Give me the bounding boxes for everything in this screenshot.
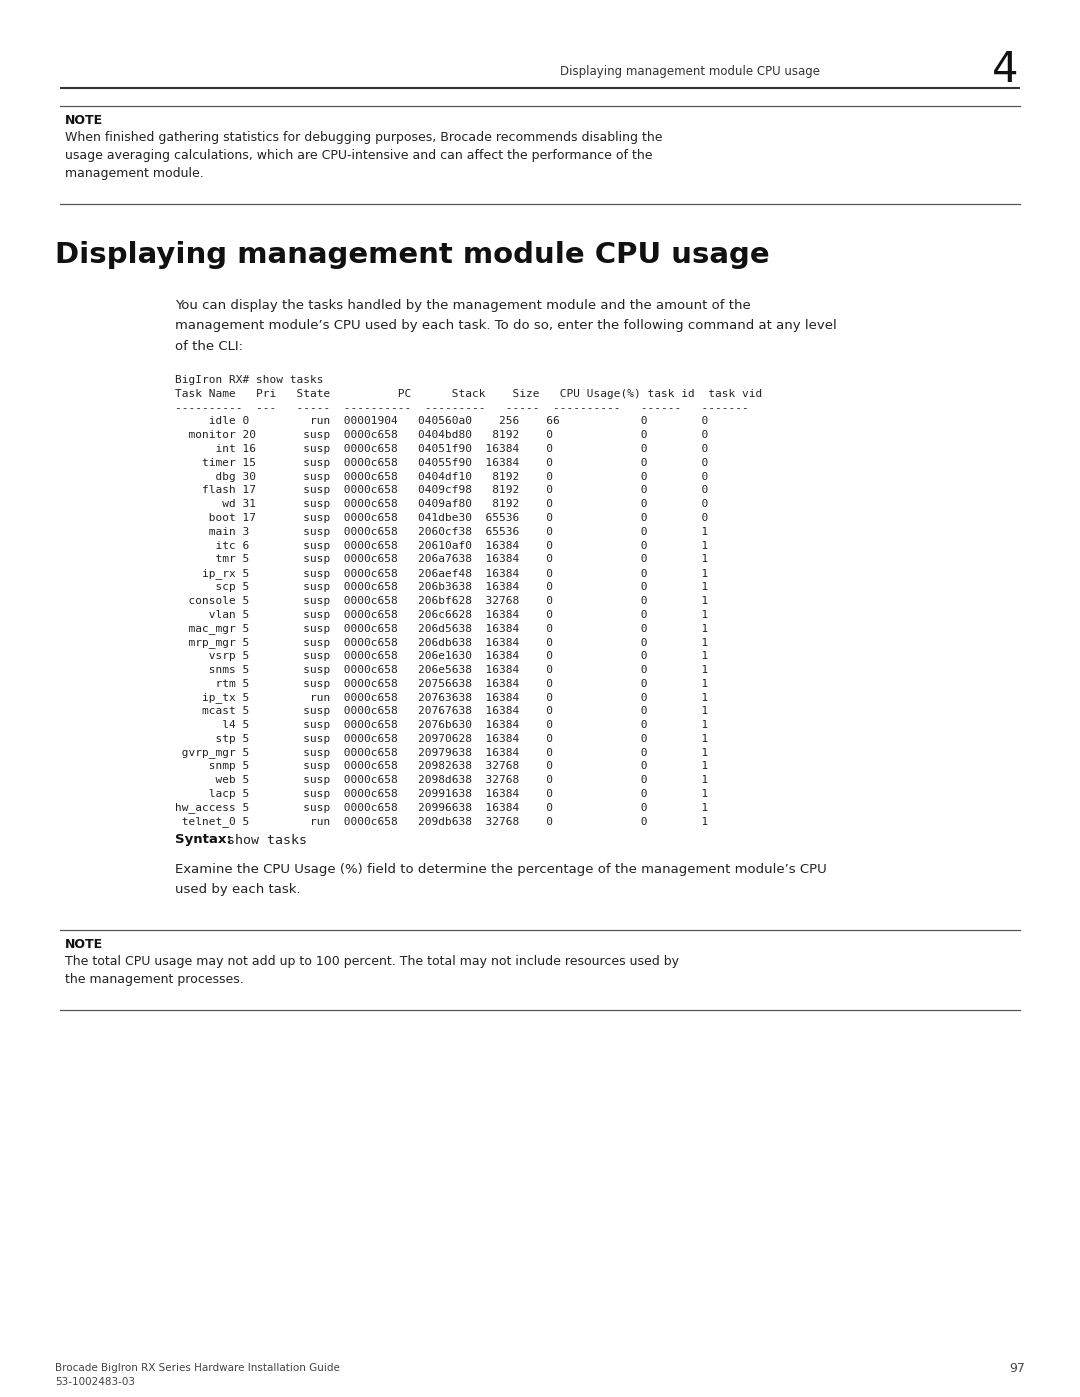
Text: monitor 20       susp  0000c658   0404bd80   8192    0             0        0: monitor 20 susp 0000c658 0404bd80 8192 0… — [175, 430, 708, 440]
Text: wd 31       susp  0000c658   0409af80   8192    0             0        0: wd 31 susp 0000c658 0409af80 8192 0 0 0 — [175, 499, 708, 509]
Text: Syntax:: Syntax: — [175, 834, 232, 847]
Text: web 5        susp  0000c658   2098d638  32768    0             0        1: web 5 susp 0000c658 2098d638 32768 0 0 1 — [175, 775, 708, 785]
Text: BigIron RX# show tasks: BigIron RX# show tasks — [175, 374, 324, 386]
Text: int 16       susp  0000c658   04051f90  16384    0             0        0: int 16 susp 0000c658 04051f90 16384 0 0 … — [175, 444, 708, 454]
Text: ----------  ---   -----  ----------  ---------   -----  ----------   ------   --: ---------- --- ----- ---------- --------… — [175, 402, 748, 412]
Text: snmp 5        susp  0000c658   20982638  32768    0             0        1: snmp 5 susp 0000c658 20982638 32768 0 0 … — [175, 761, 708, 771]
Text: tmr 5        susp  0000c658   206a7638  16384    0             0        1: tmr 5 susp 0000c658 206a7638 16384 0 0 1 — [175, 555, 708, 564]
Text: boot 17       susp  0000c658   041dbe30  65536    0             0        0: boot 17 susp 0000c658 041dbe30 65536 0 0… — [175, 513, 708, 522]
Text: used by each task.: used by each task. — [175, 883, 300, 897]
Text: l4 5        susp  0000c658   2076b630  16384    0             0        1: l4 5 susp 0000c658 2076b630 16384 0 0 1 — [175, 719, 708, 731]
Text: NOTE: NOTE — [65, 115, 103, 127]
Text: Task Name   Pri   State          PC      Stack    Size   CPU Usage(%) task id  t: Task Name Pri State PC Stack Size CPU Us… — [175, 388, 762, 398]
Text: When finished gathering statistics for debugging purposes, Brocade recommends di: When finished gathering statistics for d… — [65, 131, 662, 144]
Text: mcast 5        susp  0000c658   20767638  16384    0             0        1: mcast 5 susp 0000c658 20767638 16384 0 0… — [175, 707, 708, 717]
Text: timer 15       susp  0000c658   04055f90  16384    0             0        0: timer 15 susp 0000c658 04055f90 16384 0 … — [175, 458, 708, 468]
Text: telnet_0 5         run  0000c658   209db638  32768    0             0        1: telnet_0 5 run 0000c658 209db638 32768 0… — [175, 816, 708, 827]
Text: Examine the CPU Usage (%) field to determine the percentage of the management mo: Examine the CPU Usage (%) field to deter… — [175, 863, 827, 876]
Text: snms 5        susp  0000c658   206e5638  16384    0             0        1: snms 5 susp 0000c658 206e5638 16384 0 0 … — [175, 665, 708, 675]
Text: show tasks: show tasks — [227, 834, 307, 847]
Text: idle 0         run  00001904   040560a0    256    66            0        0: idle 0 run 00001904 040560a0 256 66 0 0 — [175, 416, 708, 426]
Text: usage averaging calculations, which are CPU-intensive and can affect the perform: usage averaging calculations, which are … — [65, 149, 652, 162]
Text: vlan 5        susp  0000c658   206c6628  16384    0             0        1: vlan 5 susp 0000c658 206c6628 16384 0 0 … — [175, 609, 708, 620]
Text: gvrp_mgr 5        susp  0000c658   20979638  16384    0             0        1: gvrp_mgr 5 susp 0000c658 20979638 16384 … — [175, 747, 708, 759]
Text: dbg 30       susp  0000c658   0404df10   8192    0             0        0: dbg 30 susp 0000c658 0404df10 8192 0 0 0 — [175, 472, 708, 482]
Text: mac_mgr 5        susp  0000c658   206d5638  16384    0             0        1: mac_mgr 5 susp 0000c658 206d5638 16384 0… — [175, 623, 708, 634]
Text: vsrp 5        susp  0000c658   206e1630  16384    0             0        1: vsrp 5 susp 0000c658 206e1630 16384 0 0 … — [175, 651, 708, 661]
Text: stp 5        susp  0000c658   20970628  16384    0             0        1: stp 5 susp 0000c658 20970628 16384 0 0 1 — [175, 733, 708, 743]
Text: The total CPU usage may not add up to 100 percent. The total may not include res: The total CPU usage may not add up to 10… — [65, 956, 679, 968]
Text: 4: 4 — [991, 49, 1018, 91]
Text: flash 17       susp  0000c658   0409cf98   8192    0             0        0: flash 17 susp 0000c658 0409cf98 8192 0 0… — [175, 485, 708, 496]
Text: management module’s CPU used by each task. To do so, enter the following command: management module’s CPU used by each tas… — [175, 320, 837, 332]
Text: Displaying management module CPU usage: Displaying management module CPU usage — [561, 66, 820, 78]
Text: console 5        susp  0000c658   206bf628  32768    0             0        1: console 5 susp 0000c658 206bf628 32768 0… — [175, 595, 708, 606]
Text: management module.: management module. — [65, 168, 204, 180]
Text: of the CLI:: of the CLI: — [175, 339, 243, 352]
Text: scp 5        susp  0000c658   206b3638  16384    0             0        1: scp 5 susp 0000c658 206b3638 16384 0 0 1 — [175, 583, 708, 592]
Text: main 3        susp  0000c658   2060cf38  65536    0             0        1: main 3 susp 0000c658 2060cf38 65536 0 0 … — [175, 527, 708, 536]
Text: NOTE: NOTE — [65, 939, 103, 951]
Text: You can display the tasks handled by the management module and the amount of the: You can display the tasks handled by the… — [175, 299, 751, 313]
Text: itc 6        susp  0000c658   20610af0  16384    0             0        1: itc 6 susp 0000c658 20610af0 16384 0 0 1 — [175, 541, 708, 550]
Text: hw_access 5        susp  0000c658   20996638  16384    0             0        1: hw_access 5 susp 0000c658 20996638 16384… — [175, 802, 708, 813]
Text: mrp_mgr 5        susp  0000c658   206db638  16384    0             0        1: mrp_mgr 5 susp 0000c658 206db638 16384 0… — [175, 637, 708, 648]
Text: the management processes.: the management processes. — [65, 974, 244, 986]
Text: ip_rx 5        susp  0000c658   206aef48  16384    0             0        1: ip_rx 5 susp 0000c658 206aef48 16384 0 0… — [175, 567, 708, 578]
Text: Displaying management module CPU usage: Displaying management module CPU usage — [55, 242, 770, 270]
Text: rtm 5        susp  0000c658   20756638  16384    0             0        1: rtm 5 susp 0000c658 20756638 16384 0 0 1 — [175, 679, 708, 689]
Text: lacp 5        susp  0000c658   20991638  16384    0             0        1: lacp 5 susp 0000c658 20991638 16384 0 0 … — [175, 789, 708, 799]
Text: ip_tx 5         run  0000c658   20763638  16384    0             0        1: ip_tx 5 run 0000c658 20763638 16384 0 0 … — [175, 692, 708, 703]
Text: 53-1002483-03: 53-1002483-03 — [55, 1377, 135, 1387]
Text: Brocade BigIron RX Series Hardware Installation Guide: Brocade BigIron RX Series Hardware Insta… — [55, 1363, 340, 1373]
Text: 97: 97 — [1009, 1362, 1025, 1375]
